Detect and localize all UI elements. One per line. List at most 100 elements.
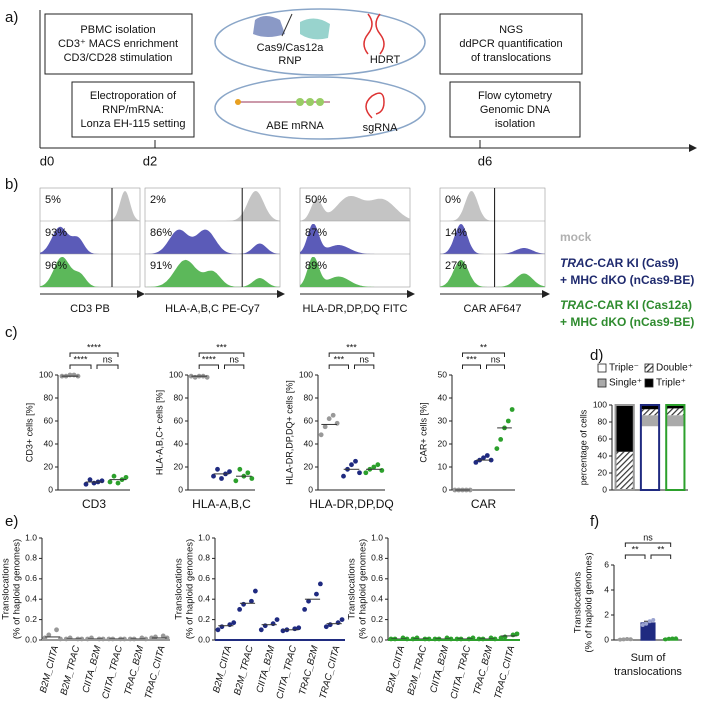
significance-bracket xyxy=(650,554,672,559)
data-point xyxy=(306,598,311,604)
y-tick-label: 20 xyxy=(174,461,184,471)
data-point xyxy=(621,637,626,642)
data-point xyxy=(317,581,323,587)
data-point xyxy=(87,477,93,483)
data-point xyxy=(211,473,216,479)
significance-bracket xyxy=(224,364,245,369)
data-point xyxy=(160,633,166,639)
data-point xyxy=(115,480,121,486)
histogram xyxy=(40,191,140,221)
panel-label: c) xyxy=(5,324,18,341)
data-point xyxy=(640,623,645,627)
y-tick-label: 0.4 xyxy=(371,593,383,603)
histogram xyxy=(300,224,410,254)
bar-segment xyxy=(666,415,685,427)
significance-label: **** xyxy=(202,354,217,364)
data-point xyxy=(644,621,649,626)
y-tick-label: 40 xyxy=(438,392,448,402)
y-axis-label: Translocations xyxy=(174,558,185,620)
y-tick-label: 30 xyxy=(438,415,448,425)
y-tick-label: 0.6 xyxy=(25,573,37,583)
y-tick-label: 0.8 xyxy=(25,553,37,563)
y-axis-label: HLA-DR,DP,DQ+ cells [%] xyxy=(284,380,294,485)
legend-italic: TRAC xyxy=(560,298,594,312)
data-point xyxy=(353,458,358,464)
y-tick-label: 6 xyxy=(604,559,609,569)
y-tick-label: 100 xyxy=(169,369,183,379)
y-tick-label: 20 xyxy=(304,461,314,471)
data-point xyxy=(215,627,221,633)
data-point xyxy=(509,407,515,412)
data-point xyxy=(379,468,385,473)
gate-percentage: 2% xyxy=(150,194,166,206)
data-point xyxy=(322,424,328,430)
y-axis-label: Translocations xyxy=(347,558,358,620)
bar-segment xyxy=(640,405,660,410)
significance-label: *** xyxy=(466,354,477,364)
y-tick-label: 0.6 xyxy=(198,573,210,583)
reagent-label: ABE mRNA xyxy=(266,120,324,132)
y-tick-label: 10 xyxy=(438,461,448,471)
x-axis-label: Sum of xyxy=(631,652,667,664)
data-point xyxy=(237,607,243,612)
box-text: PBMC isolation xyxy=(80,24,155,36)
legend-label: Single⁺ xyxy=(609,378,642,389)
data-point xyxy=(330,412,336,418)
data-point xyxy=(274,617,280,622)
box-text: Lonza EH-115 setting xyxy=(81,118,186,130)
gate-percentage: 96% xyxy=(45,260,67,272)
x-axis-label: HLA-DR,DP,DQ xyxy=(309,497,393,511)
legend-swatch xyxy=(597,378,607,388)
data-point xyxy=(467,487,473,493)
panel-label: f) xyxy=(590,513,599,530)
day-label: d0 xyxy=(40,153,54,168)
x-tick-label: TRAC_B2M xyxy=(297,645,321,697)
significance-label: **** xyxy=(73,354,88,364)
y-tick-label: 4 xyxy=(604,584,609,594)
data-point xyxy=(258,627,264,633)
x-axis-label: CAR xyxy=(471,497,497,511)
histogram xyxy=(440,191,545,221)
y-tick-label: 20 xyxy=(44,461,54,471)
bar-segment xyxy=(666,405,685,409)
legend-italic: TRAC xyxy=(560,256,594,270)
significance-bracket xyxy=(624,554,646,559)
data-point xyxy=(54,627,59,633)
x-axis-label: translocations xyxy=(614,666,682,678)
data-point xyxy=(99,478,105,484)
legend-text: mock xyxy=(560,230,592,244)
axis xyxy=(451,375,515,491)
histogram xyxy=(440,260,545,287)
y-axis-label: Translocations xyxy=(573,572,584,634)
data-point xyxy=(651,618,656,622)
x-tick-label: TRAC_B2M xyxy=(123,645,147,697)
significance-bracket xyxy=(354,364,375,369)
data-point xyxy=(262,623,268,629)
significance-label: ns xyxy=(229,354,239,364)
axis xyxy=(317,375,385,491)
data-point xyxy=(363,470,369,476)
significance-bracket xyxy=(624,542,672,547)
legend-label: Triple⁺ xyxy=(656,378,686,389)
legend-text: TRAC-CAR KI (Cas12a) xyxy=(560,298,692,312)
gate-percentage: 86% xyxy=(150,227,172,239)
x-tick-label: CIITA_TRAC xyxy=(274,644,299,700)
significance-bracket xyxy=(69,364,92,369)
x-tick-label: TRAC_B2M xyxy=(472,645,496,697)
y-tick-label: 100 xyxy=(593,399,607,409)
axis xyxy=(387,538,520,641)
significance-label: ** xyxy=(657,544,665,554)
legend-label: Triple⁻ xyxy=(609,363,639,374)
significance-bracket xyxy=(462,364,481,369)
data-point xyxy=(628,637,633,642)
y-tick-label: 40 xyxy=(304,438,314,448)
data-point xyxy=(83,481,89,487)
x-tick-label: B2M_CIITA xyxy=(384,645,407,695)
panel-label: b) xyxy=(5,176,18,193)
axis xyxy=(187,375,255,491)
bar-outline xyxy=(614,404,635,491)
gate-percentage: 89% xyxy=(305,260,327,272)
legend-rest: -CAR KI (Cas12a) xyxy=(593,298,692,312)
box-text: Flow cytometry xyxy=(478,90,552,102)
legend-swatch xyxy=(644,378,654,388)
